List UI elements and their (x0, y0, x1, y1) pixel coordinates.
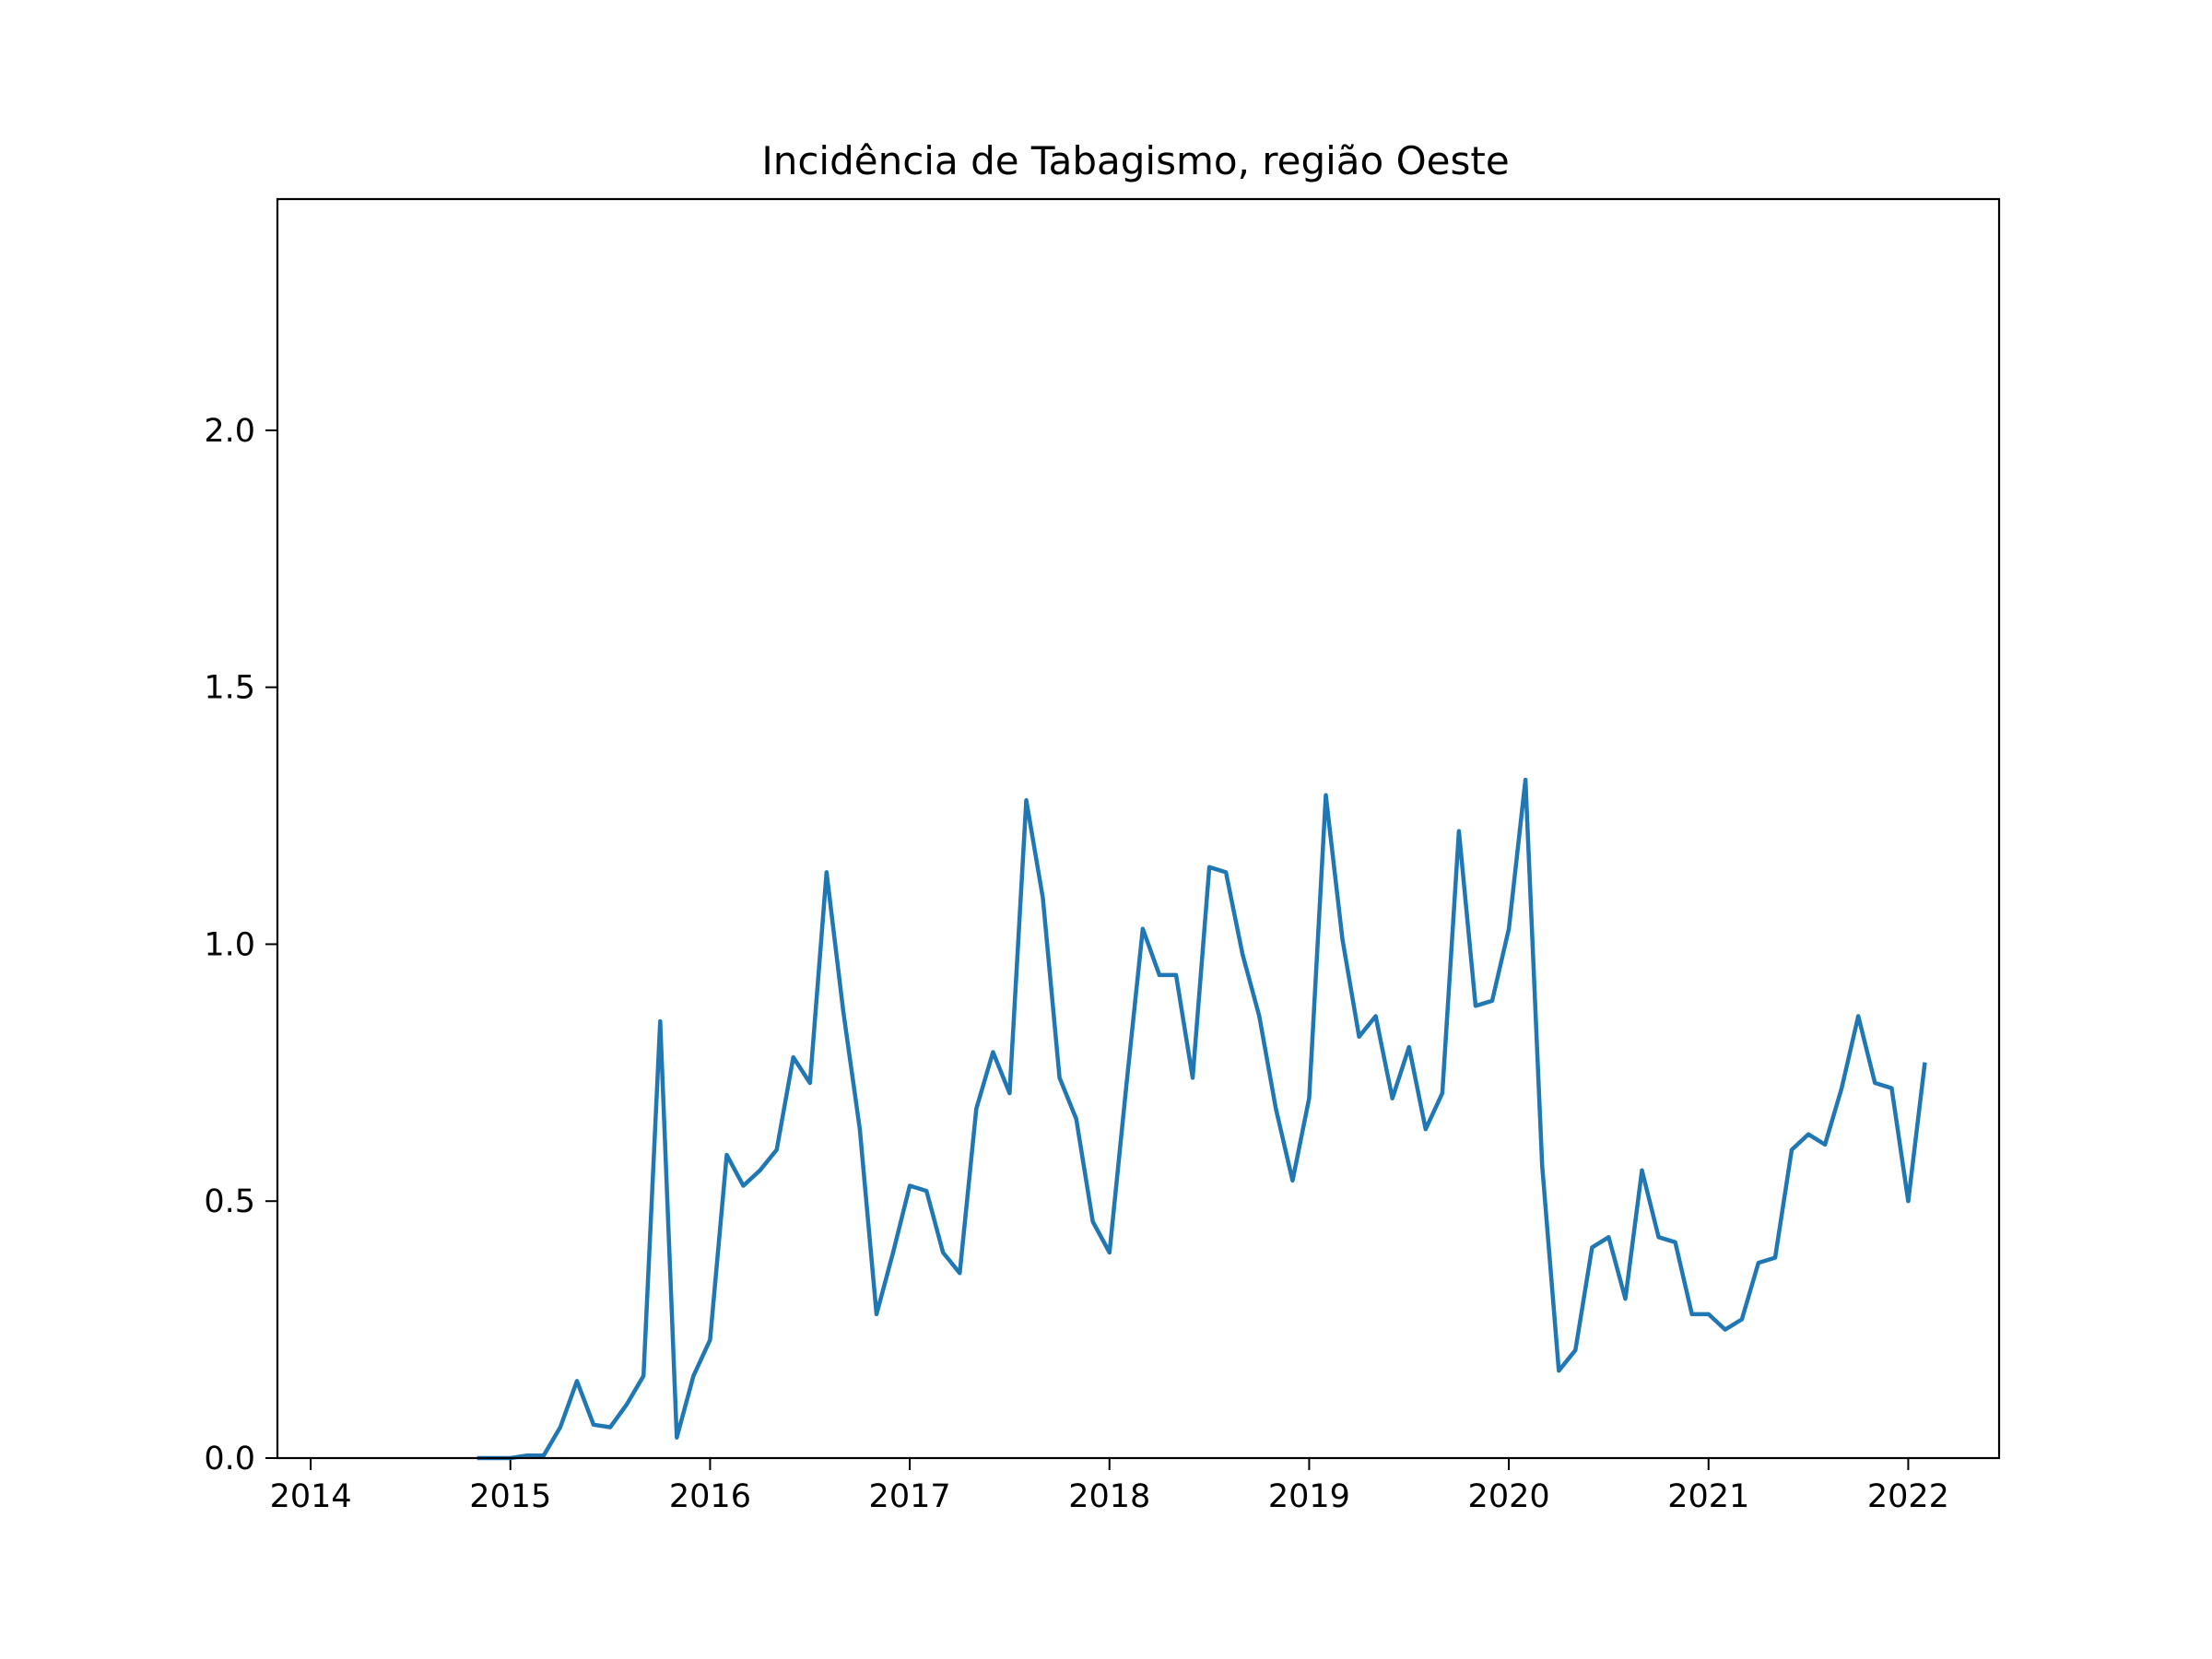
x-tick-label: 2015 (469, 1478, 551, 1515)
x-tick-label: 2022 (1867, 1478, 1949, 1515)
x-tick-label: 2020 (1468, 1478, 1550, 1515)
x-tick-label: 2019 (1268, 1478, 1350, 1515)
x-tick-label: 2014 (270, 1478, 352, 1515)
chart-title: Incidência de Tabagismo, região Oeste (761, 138, 1509, 183)
x-tick-label: 2018 (1068, 1478, 1150, 1515)
x-tick-label: 2016 (669, 1478, 751, 1515)
y-tick-label: 2.0 (204, 413, 255, 450)
x-tick-label: 2017 (869, 1478, 951, 1515)
y-tick-label: 0.5 (204, 1183, 255, 1220)
plot-area-frame (276, 197, 2001, 1460)
axis-ticks: 2014 2015 2016 2017 2018 2019 2020 2021 2022 0.0 0… (204, 413, 1949, 1515)
y-tick-label: 1.5 (204, 670, 255, 707)
series-line (477, 777, 1927, 1461)
y-tick-label: 1.0 (204, 926, 255, 963)
y-tick-label: 0.0 (204, 1441, 255, 1477)
x-tick-label: 2021 (1667, 1478, 1749, 1515)
